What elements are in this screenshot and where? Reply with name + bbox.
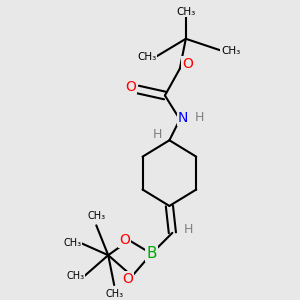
Text: O: O <box>119 233 130 247</box>
Text: CH₃: CH₃ <box>87 212 105 221</box>
Text: CH₃: CH₃ <box>105 289 123 299</box>
Text: CH₃: CH₃ <box>176 7 195 17</box>
Text: H: H <box>195 111 204 124</box>
Text: O: O <box>125 80 136 94</box>
Text: N: N <box>178 111 188 125</box>
Text: H: H <box>184 223 194 236</box>
Text: O: O <box>182 57 193 71</box>
Text: CH₃: CH₃ <box>63 238 82 248</box>
Text: CH₃: CH₃ <box>66 271 84 281</box>
Text: CH₃: CH₃ <box>137 52 157 62</box>
Text: CH₃: CH₃ <box>221 46 240 56</box>
Text: B: B <box>146 246 157 261</box>
Text: O: O <box>122 272 133 286</box>
Text: H: H <box>153 128 162 141</box>
